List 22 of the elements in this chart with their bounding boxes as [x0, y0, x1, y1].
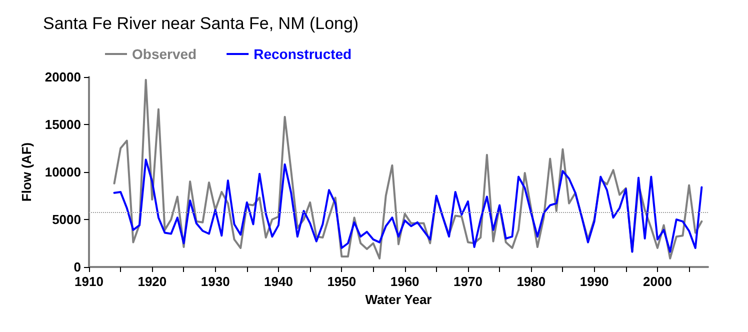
- line-series: [113, 78, 703, 260]
- legend-label: Observed: [132, 46, 197, 62]
- x-tick-label: 2000: [643, 274, 672, 289]
- y-axis-title: Flow (AF): [19, 142, 34, 202]
- legend-label: Reconstructed: [254, 46, 352, 62]
- x-tick-label: 1980: [516, 274, 546, 289]
- x-tick-label: 1990: [580, 274, 609, 289]
- x-tick-label: 1920: [138, 274, 167, 289]
- x-tick-label: 1970: [454, 274, 482, 289]
- x-tick-label: 1930: [200, 274, 230, 289]
- y-tick-label: 0: [74, 260, 81, 274]
- y-tick-label: 10000: [44, 164, 81, 180]
- x-tick-label: 1940: [264, 274, 293, 289]
- x-tick-label: 1960: [390, 274, 420, 289]
- y-tick-label: 15000: [44, 117, 81, 132]
- line-series: [113, 158, 703, 253]
- y-tick-label: 20000: [44, 70, 81, 84]
- y-tick-label: 5000: [52, 212, 81, 227]
- x-tick-label: 1910: [74, 274, 104, 289]
- x-axis-title: Water Year: [365, 292, 432, 307]
- chart-title: Santa Fe River near Santa Fe, NM (Long): [43, 14, 359, 33]
- x-tick-label: 1950: [327, 274, 356, 289]
